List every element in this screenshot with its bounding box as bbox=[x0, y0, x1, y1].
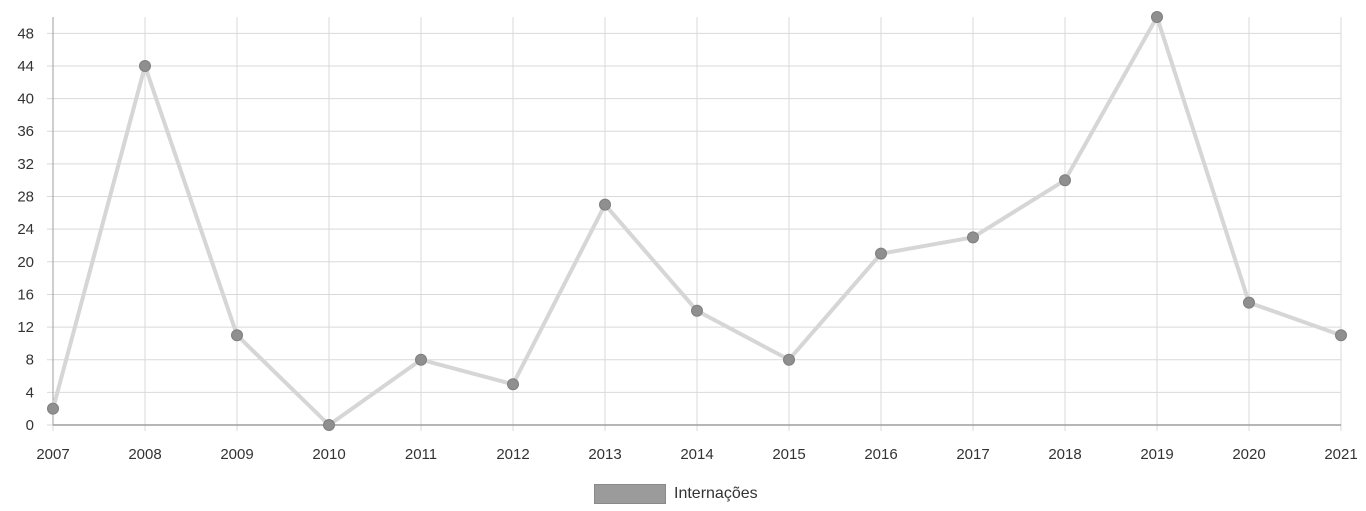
x-tick-label-2011: 2011 bbox=[405, 446, 437, 463]
y-tick-label-20: 20 bbox=[17, 254, 34, 271]
x-tick-label-2009: 2009 bbox=[220, 446, 253, 463]
data-point-2012 bbox=[507, 378, 519, 391]
data-point-2009 bbox=[231, 329, 243, 342]
data-point-2014 bbox=[691, 304, 703, 317]
x-tick-label-2015: 2015 bbox=[772, 446, 805, 463]
legend-swatch-internacoes bbox=[594, 484, 666, 504]
x-tick-label-2016: 2016 bbox=[864, 446, 897, 463]
x-tick-label-2014: 2014 bbox=[680, 446, 713, 463]
x-tick-label-2007: 2007 bbox=[36, 446, 69, 463]
data-point-2018 bbox=[1059, 174, 1071, 187]
data-point-2011 bbox=[415, 353, 427, 366]
x-tick-label-2021: 2021 bbox=[1324, 446, 1357, 463]
y-tick-label-12: 12 bbox=[17, 319, 34, 336]
legend-label-internacoes: Internações bbox=[674, 485, 758, 502]
x-tick-label-2008: 2008 bbox=[128, 446, 161, 463]
data-point-2021 bbox=[1335, 329, 1347, 342]
grid bbox=[47, 17, 1342, 431]
x-tick-label-2017: 2017 bbox=[956, 446, 989, 463]
x-tick-label-2019: 2019 bbox=[1140, 446, 1173, 463]
data-point-2008 bbox=[139, 59, 151, 72]
data-point-2016 bbox=[875, 247, 887, 260]
data-point-2019 bbox=[1151, 11, 1163, 23]
x-axis-tick-labels: 2007 2008 2009 2010 2011 2012 2013 2014 2015 2016… bbox=[36, 446, 1357, 463]
y-tick-label-4: 4 bbox=[26, 384, 34, 401]
y-tick-label-16: 16 bbox=[17, 286, 34, 303]
data-point-2013 bbox=[599, 198, 611, 211]
y-tick-label-40: 40 bbox=[17, 91, 34, 108]
data-point-2015 bbox=[783, 353, 795, 366]
data-point-2017 bbox=[967, 231, 979, 244]
x-tick-label-2020: 2020 bbox=[1232, 446, 1265, 463]
y-tick-label-28: 28 bbox=[17, 189, 34, 206]
axes bbox=[52, 17, 1341, 426]
data-point-2010 bbox=[323, 419, 335, 431]
chart-legend: Internações bbox=[594, 484, 758, 504]
series-layer bbox=[47, 11, 1347, 431]
x-tick-label-2013: 2013 bbox=[588, 446, 621, 463]
x-tick-label-2012: 2012 bbox=[496, 446, 529, 463]
y-tick-label-32: 32 bbox=[17, 156, 34, 173]
y-tick-label-24: 24 bbox=[17, 221, 34, 238]
y-tick-label-44: 44 bbox=[17, 58, 34, 75]
data-point-2020 bbox=[1243, 296, 1255, 309]
x-tick-label-2010: 2010 bbox=[312, 446, 345, 463]
y-tick-label-8: 8 bbox=[26, 352, 34, 369]
y-tick-label-0: 0 bbox=[26, 417, 34, 434]
y-tick-label-36: 36 bbox=[17, 123, 34, 140]
y-tick-label-48: 48 bbox=[17, 25, 34, 42]
data-point-2007 bbox=[47, 402, 59, 415]
x-tick-label-2018: 2018 bbox=[1048, 446, 1081, 463]
